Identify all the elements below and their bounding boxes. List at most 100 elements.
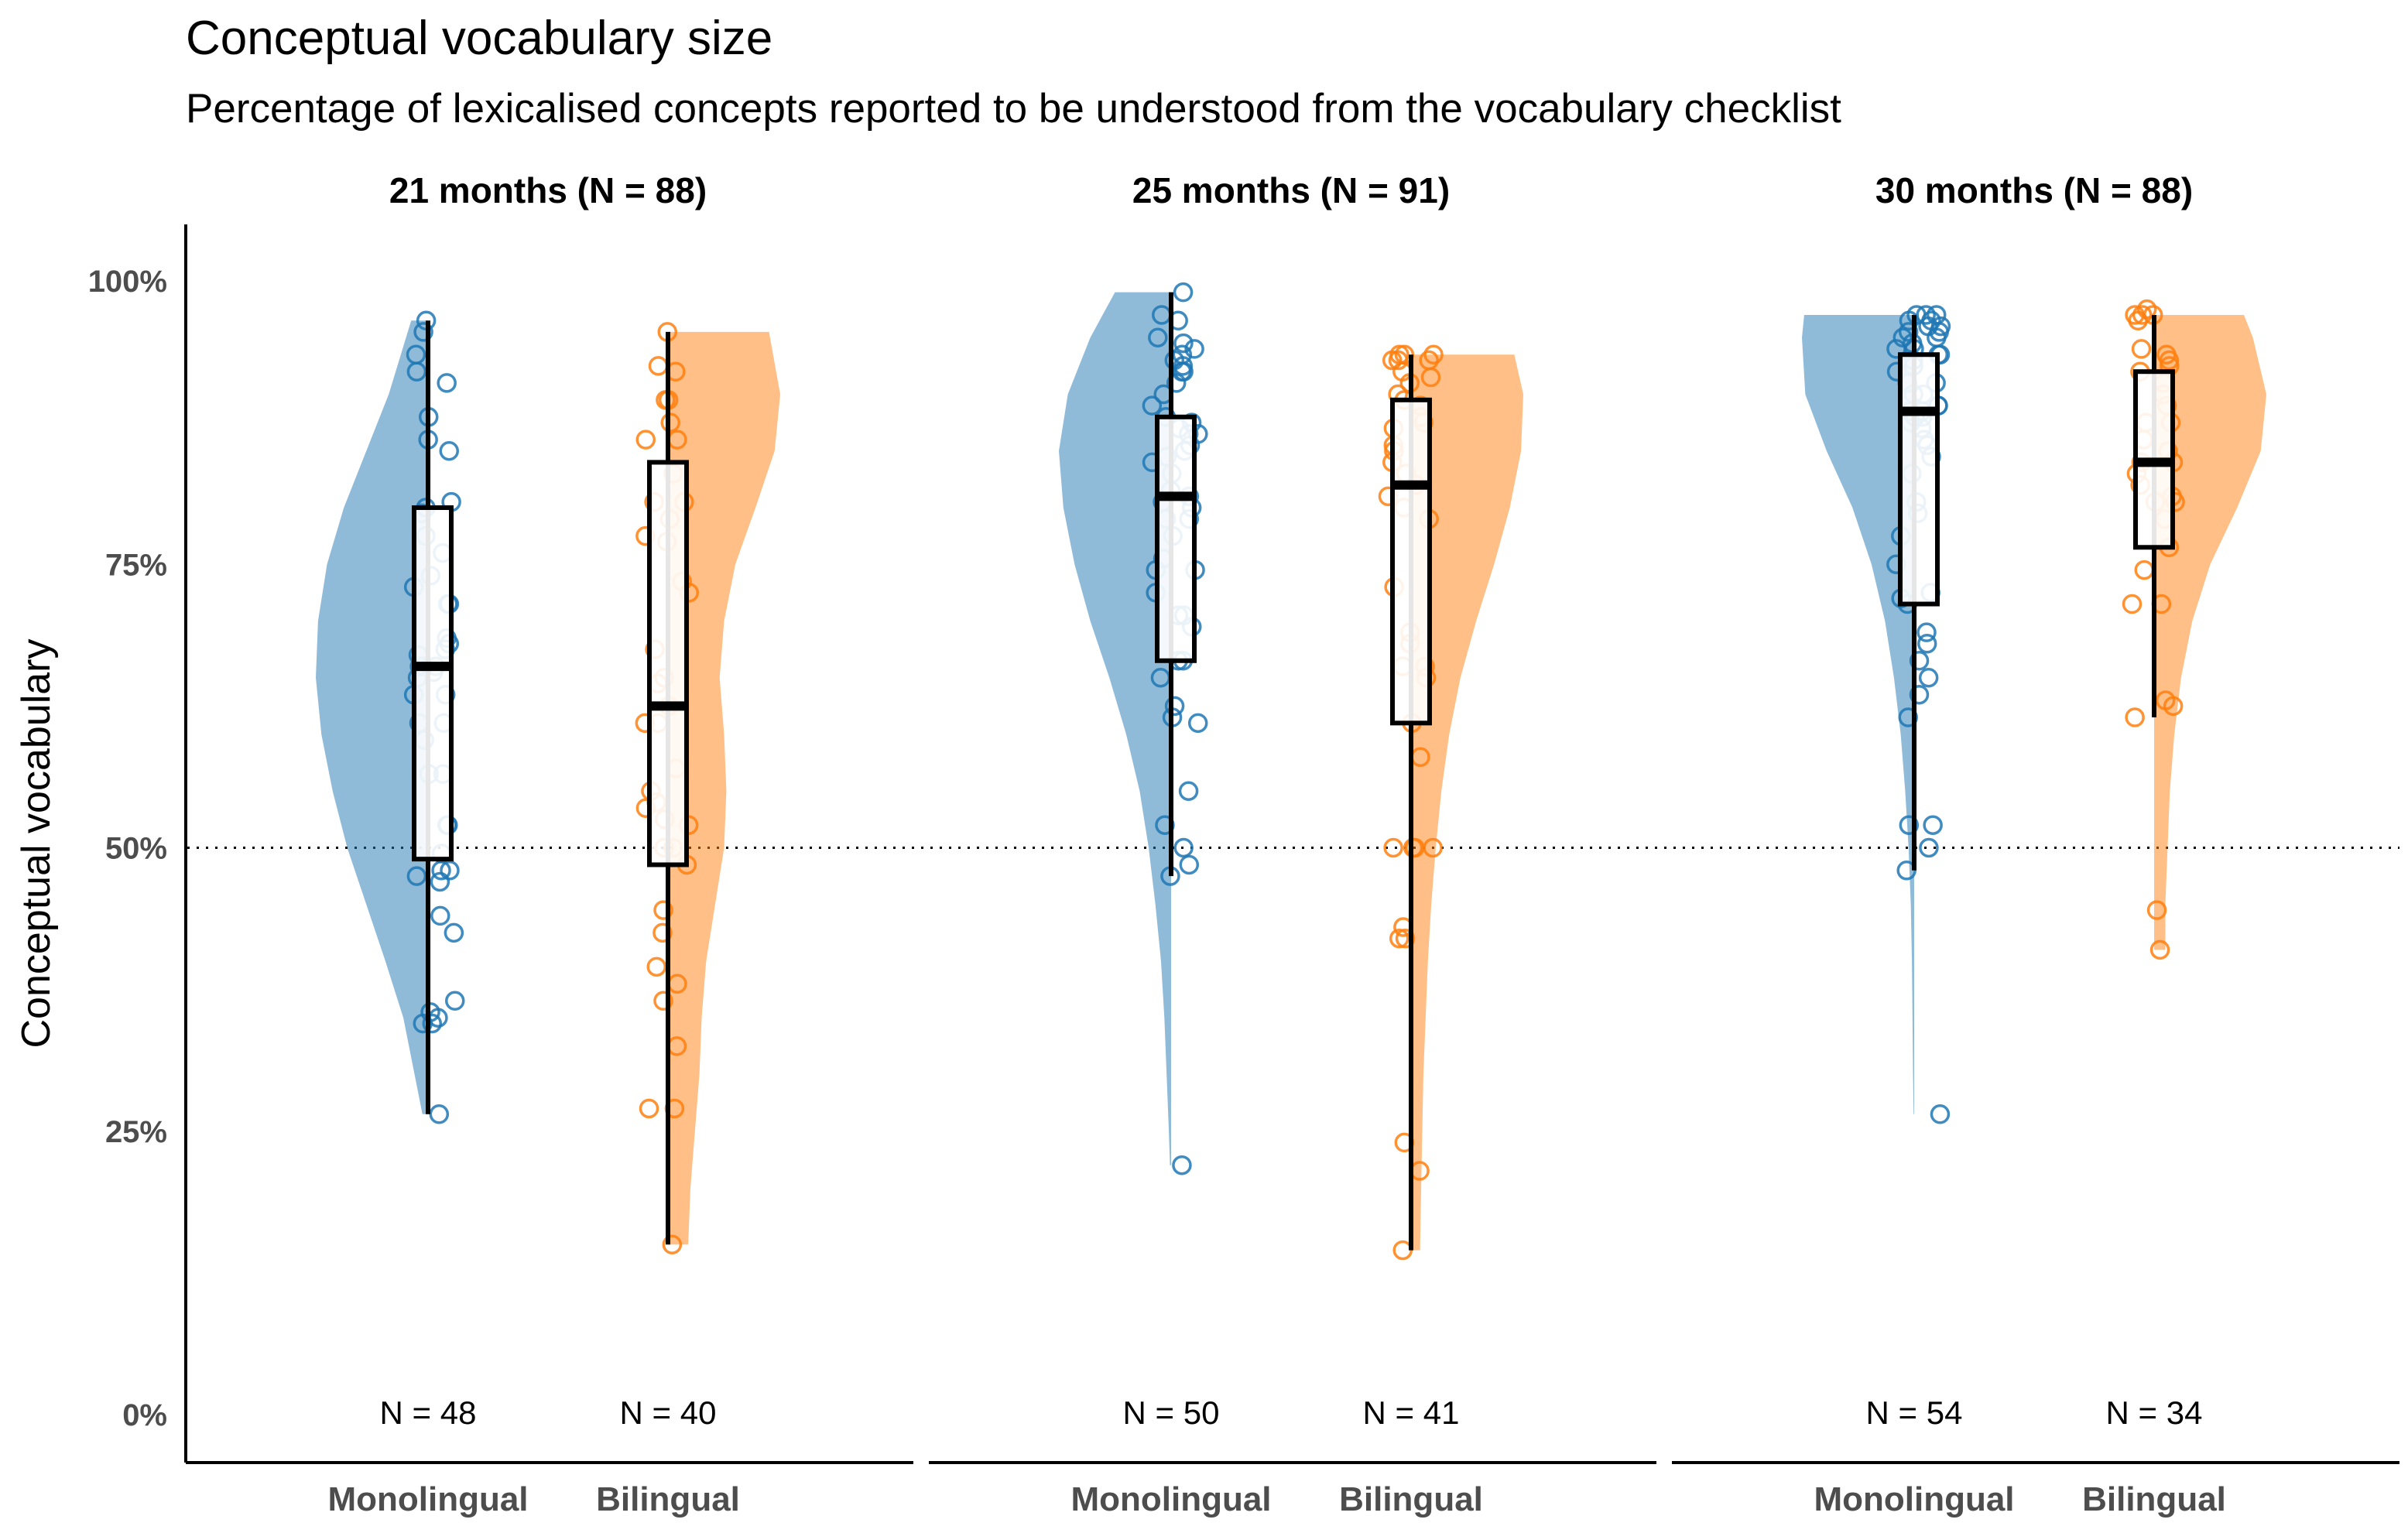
data-point [2149,939,2170,960]
density-cloud [1802,314,1914,1114]
data-point [1173,282,1194,303]
data-point [648,356,669,376]
data-point [422,1013,443,1034]
group-n-label: N = 34 [2106,1394,2203,1431]
data-point [1909,651,1930,671]
data-point [1419,350,1439,371]
data-point [1919,837,1939,858]
data-point [1892,327,1913,347]
data-point [646,956,666,977]
chart-subtitle: Percentage of lexicalised concepts repor… [186,86,1841,132]
data-point [1395,928,1416,949]
data-point [1148,327,1168,347]
group-n-label: N = 54 [1866,1394,1963,1431]
facet-panels: 21 months (N = 88) N = 48 Monolingual N = 4… [186,170,2399,1518]
data-point [1916,622,1937,642]
data-point [445,991,465,1011]
y-tick-label: 100% [88,265,167,299]
box-iqr [1390,397,1432,726]
data-point [1926,305,1947,325]
facet-panel: 30 months (N = 88) N = 54 Monolingual N = 3… [1672,170,2399,1518]
facet-title: 21 months (N = 88) [389,170,707,210]
box-iqr [412,505,454,862]
data-point [1389,928,1410,949]
data-point [1923,815,1943,835]
data-point [444,922,464,943]
data-point [2136,299,2157,320]
data-point [439,441,459,461]
box-iqr [647,460,689,867]
chart-title: Conceptual vocabulary size [186,12,772,65]
y-tick-label: 0% [122,1398,167,1432]
data-point [1392,1240,1413,1261]
data-point [406,866,427,886]
data-point [420,1002,440,1022]
data-point [429,1104,450,1124]
y-tick-label: 25% [105,1115,167,1149]
density-cloud [2154,314,2266,950]
y-axis-ticks: 0% 25% 50% 75% 100% [88,224,187,1463]
data-point [1179,854,1200,875]
data-point [1172,1155,1192,1175]
data-point [1909,684,1930,705]
y-tick-label: 50% [105,832,167,866]
data-point [1173,837,1194,858]
data-point [430,871,450,892]
data-point [2146,900,2167,920]
data-point [437,373,457,393]
data-point [1164,696,1185,717]
x-tick-label: Bilingual [1339,1480,1483,1518]
data-point [2125,707,2145,727]
x-tick-label: Monolingual [327,1480,528,1518]
data-point [1173,333,1194,354]
y-tick-label: 75% [105,548,167,582]
data-point [2132,305,2153,325]
data-point [2156,344,2177,364]
y-axis-label: Conceptual vocabulary [14,639,59,1049]
data-point [1898,707,1918,727]
data-point [1899,310,1920,331]
data-point [2122,594,2143,614]
data-point [1899,815,1920,835]
data-point [1172,344,1193,364]
data-point [431,861,451,881]
x-tick-label: Monolingual [1070,1480,1271,1518]
data-point [1389,344,1410,364]
facet-panel: 21 months (N = 88) N = 48 Monolingual N = 4… [186,170,913,1518]
box-iqr [1898,352,1940,607]
data-point [653,922,673,943]
data-point [440,861,460,881]
x-tick-label: Bilingual [596,1480,740,1518]
data-point [1898,322,1919,342]
data-point [635,429,656,450]
data-point [653,900,673,920]
x-tick-label: Bilingual [2082,1480,2226,1518]
group-n-label: N = 48 [380,1394,477,1431]
group-n-label: N = 40 [620,1394,717,1431]
data-point [660,412,680,433]
data-point [653,991,673,1011]
data-point [2131,339,2152,359]
group-n-label: N = 41 [1363,1394,1460,1431]
data-point [639,1098,659,1119]
data-point [1184,339,1204,359]
density-cloud [316,320,428,1114]
data-point [1916,634,1937,654]
density-cloud [1411,354,1523,1251]
data-point [1405,837,1425,858]
data-point [662,1234,683,1254]
data-point [1383,837,1403,858]
data-point [1930,1104,1951,1124]
data-point [2134,559,2155,580]
x-tick-label: Monolingual [1814,1480,2014,1518]
data-point [1423,344,1444,364]
density-cloud [1059,292,1171,1165]
density-cloud [668,331,780,1245]
data-point [430,905,450,926]
data-point [1187,713,1208,734]
data-point [1916,305,1936,325]
data-point [1930,316,1951,337]
facet-title: 25 months (N = 91) [1132,170,1450,210]
data-point [413,322,433,342]
